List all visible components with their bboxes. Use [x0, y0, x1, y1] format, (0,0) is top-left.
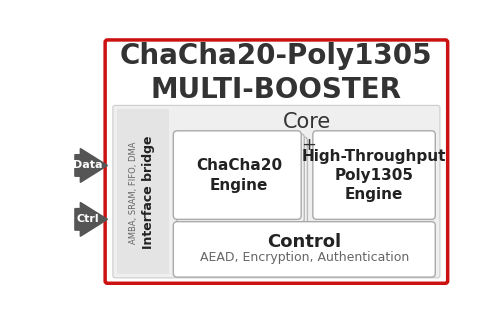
Text: Control: Control	[267, 233, 342, 251]
FancyBboxPatch shape	[313, 131, 436, 219]
Polygon shape	[75, 148, 108, 182]
Text: ChaCha20
Engine: ChaCha20 Engine	[196, 158, 282, 193]
FancyBboxPatch shape	[180, 137, 308, 226]
FancyBboxPatch shape	[174, 131, 301, 219]
FancyBboxPatch shape	[105, 40, 448, 283]
FancyBboxPatch shape	[174, 222, 436, 277]
FancyBboxPatch shape	[176, 134, 304, 222]
Text: High-Throughput
Poly1305
Engine: High-Throughput Poly1305 Engine	[302, 149, 446, 202]
Text: Core: Core	[284, 112, 332, 132]
Polygon shape	[75, 203, 108, 236]
Text: AMBA, SRAM, FIFO, DMA: AMBA, SRAM, FIFO, DMA	[130, 141, 138, 244]
Text: ChaCha20-Poly1305
MULTI-BOOSTER: ChaCha20-Poly1305 MULTI-BOOSTER	[120, 42, 432, 104]
Text: +: +	[302, 136, 316, 154]
FancyBboxPatch shape	[117, 109, 170, 274]
Text: Interface bridge: Interface bridge	[142, 136, 155, 249]
FancyBboxPatch shape	[113, 105, 440, 278]
Text: Data: Data	[74, 160, 103, 171]
Text: Ctrl: Ctrl	[77, 214, 100, 224]
Text: AEAD, Encryption, Authentication: AEAD, Encryption, Authentication	[200, 251, 409, 264]
